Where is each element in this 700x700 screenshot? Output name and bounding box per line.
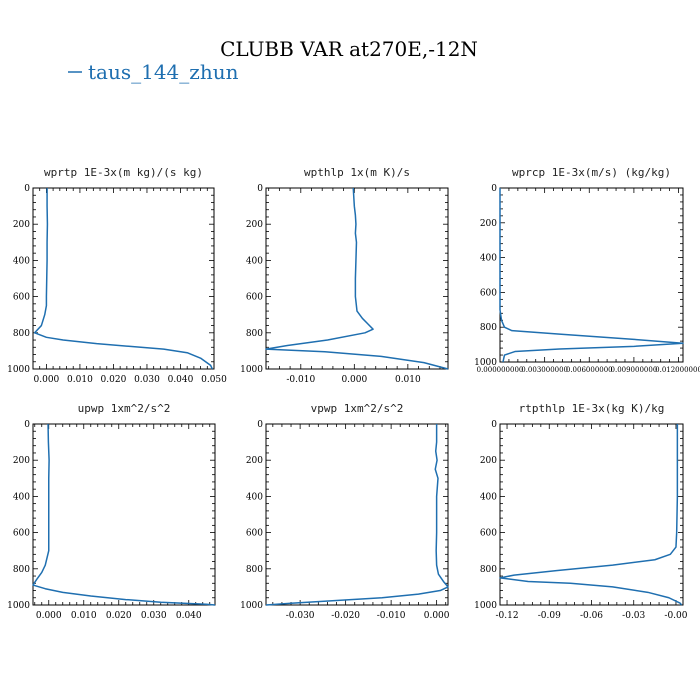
y-tick-label: 800 (13, 565, 30, 575)
y-tick-label: 200 (13, 220, 30, 230)
x-tick-label: 0.003000000 (521, 366, 568, 374)
y-tick-label: 400 (480, 254, 497, 264)
x-tick-label: -0.09 (538, 611, 561, 621)
plot-frame (32, 423, 216, 606)
x-tick-label: 0.050 (201, 375, 227, 385)
y-tick-label: 800 (13, 329, 30, 339)
y-tick-label: 800 (480, 565, 497, 575)
x-tick-label: 0.040 (176, 611, 202, 621)
x-tick-label: -0.010 (286, 375, 315, 385)
x-tick-label: 0.000 (424, 611, 450, 621)
y-tick-label: 1000 (474, 358, 497, 368)
y-tick-label: 600 (246, 529, 263, 539)
x-tick-label: 0.010 (67, 375, 93, 385)
x-tick-label: -0.020 (331, 611, 360, 621)
y-tick-label: 0 (491, 184, 497, 194)
y-tick-label: 200 (480, 219, 497, 229)
x-tick-label: -0.03 (622, 611, 645, 621)
x-tick-label: 0.000000000 (477, 366, 524, 374)
x-tick-label: 0.000 (36, 611, 62, 621)
x-tick-label: 0.010 (395, 375, 421, 385)
legend-label: taus_144_zhun (88, 60, 239, 84)
x-tick-label: 0.030 (134, 375, 160, 385)
y-tick-label: 800 (246, 329, 263, 339)
y-tick-label: 800 (480, 323, 497, 333)
y-tick-label: 0 (257, 420, 263, 430)
x-tick-label: 0.030 (141, 611, 167, 621)
y-tick-label: 200 (480, 456, 497, 466)
x-tick-label: 0.009000000 (611, 366, 658, 374)
x-tick-label: 0.000 (341, 375, 367, 385)
panel-6: rtpthlp 1E-3x(kg K)/kg02004006008001000-… (474, 402, 688, 621)
y-tick-label: 400 (13, 256, 30, 266)
x-tick-label: 0.000 (34, 375, 60, 385)
x-tick-label: 0.020 (106, 611, 132, 621)
x-tick-label: -0.010 (377, 611, 406, 621)
y-tick-label: 400 (246, 492, 263, 502)
series-line (499, 424, 683, 606)
series-line (32, 423, 216, 606)
x-tick-label: -0.030 (286, 611, 315, 621)
panel-title: wprcp 1E-3x(m/s) (kg/kg) (512, 166, 671, 179)
panel-4: upwp 1xm^2/s^2 0 200 400 600 800 1000 0.000 0.01… (7, 402, 216, 621)
panel-title: vpwp 1xm^2/s^2 (311, 402, 404, 415)
y-tick-label: 600 (246, 293, 263, 303)
y-tick-label: 200 (246, 220, 263, 230)
y-tick-label: 400 (13, 492, 30, 502)
series-line (499, 188, 684, 363)
panel-5: vpwp 1xm^2/s^2 0 200 400 600 800 1000 -0.030 -0.… (240, 402, 450, 621)
panel-2: wpthlp 1x(m K)/s 0 200 400 600 800 1000 -0.010 0… (240, 166, 449, 385)
series-line (33, 188, 214, 370)
x-tick-label: 0.010 (71, 611, 97, 621)
series-line (265, 187, 449, 370)
y-tick-label: 0 (24, 420, 30, 430)
x-tick-label: 0.006000000 (566, 366, 613, 374)
y-tick-label: 0 (491, 420, 497, 430)
y-tick-label: 400 (246, 256, 263, 266)
plot-frame (265, 423, 449, 606)
panel-title: wprtp 1E-3x(m kg)/(s kg) (44, 166, 203, 179)
y-tick-label: 1000 (7, 601, 30, 611)
y-tick-label: 0 (24, 184, 30, 194)
y-tick-label: 1000 (474, 601, 497, 611)
y-tick-label: 0 (257, 184, 263, 194)
y-tick-label: 600 (13, 529, 30, 539)
y-tick-label: 600 (480, 288, 497, 298)
plot-frame (499, 423, 684, 606)
y-tick-label: 1000 (240, 365, 263, 375)
y-tick-label: 200 (13, 456, 30, 466)
legend: taus_144_zhun (68, 60, 239, 84)
x-tick-label: 0.012000000 (655, 366, 700, 374)
x-tick-label: 0.040 (168, 375, 194, 385)
y-tick-label: 1000 (240, 601, 263, 611)
y-tick-label: 600 (13, 293, 30, 303)
panel-3: wprcp 1E-3x(m/s) (kg/kg) 0 200 400 600 800 100… (474, 166, 700, 374)
y-tick-label: 200 (246, 456, 263, 466)
panel-title: upwp 1xm^2/s^2 (78, 402, 171, 415)
y-tick-label: 400 (480, 492, 497, 502)
series-line (265, 424, 449, 606)
y-tick-label: 600 (480, 529, 497, 539)
panels: wprtp 1E-3x(m kg)/(s kg) 0 200 400 600 800 100… (7, 166, 700, 621)
panel-1: wprtp 1E-3x(m kg)/(s kg) 0 200 400 600 800 100… (7, 166, 227, 385)
x-tick-label: -0.06 (580, 611, 603, 621)
x-tick-label: -0.12 (495, 611, 518, 621)
y-tick-label: 1000 (7, 365, 30, 375)
figure-title: CLUBB VAR at270E,-12N (220, 37, 478, 61)
x-tick-label: 0.020 (101, 375, 127, 385)
x-tick-label: -0.00 (664, 611, 687, 621)
plot-frame (32, 187, 215, 370)
y-tick-label: 800 (246, 565, 263, 575)
plot-frame (265, 187, 449, 370)
panel-title: rtpthlp 1E-3x(kg K)/kg (519, 402, 665, 415)
panel-title: wpthlp 1x(m K)/s (304, 166, 410, 179)
